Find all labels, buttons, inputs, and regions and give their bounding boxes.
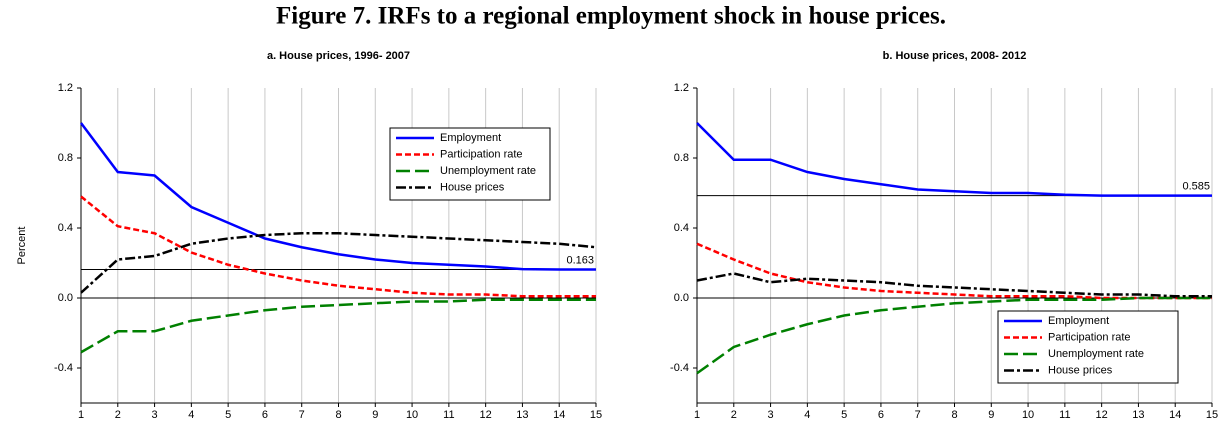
- series-line: [80, 232, 597, 294]
- x-tick-label: 12: [480, 409, 492, 421]
- legend-label: House prices: [1048, 364, 1113, 376]
- x-tick-label: 5: [841, 409, 847, 421]
- y-tick-label: 0.4: [674, 222, 689, 234]
- x-tick-label: 12: [1096, 409, 1108, 421]
- x-tick-label: 9: [372, 409, 378, 421]
- y-tick-label: 0.8: [58, 152, 73, 164]
- x-tick-label: 7: [915, 409, 921, 421]
- x-tick-label: 3: [152, 409, 158, 421]
- legend-label: House prices: [440, 181, 505, 193]
- series-line: [696, 122, 1212, 197]
- x-tick-label: 10: [406, 409, 418, 421]
- x-tick-label: 6: [878, 409, 884, 421]
- x-tick-label: 1: [694, 409, 700, 421]
- x-tick-label: 14: [1169, 409, 1181, 421]
- y-axis-label: Percent: [16, 227, 28, 265]
- chart-subtitle: b. House prices, 2008- 2012: [883, 50, 1027, 62]
- y-tick-label: -0.4: [54, 362, 73, 374]
- series-line: [80, 298, 596, 354]
- x-tick-label: 15: [1206, 409, 1218, 421]
- x-tick-label: 11: [443, 409, 454, 421]
- x-tick-label: 4: [804, 409, 810, 421]
- legend-label: Employment: [1048, 315, 1109, 327]
- x-tick-label: 8: [335, 409, 341, 421]
- x-tick-label: 5: [225, 409, 231, 421]
- x-tick-label: 14: [553, 409, 565, 421]
- x-tick-label: 8: [951, 409, 957, 421]
- x-tick-label: 11: [1059, 409, 1070, 421]
- series-line: [696, 296, 1212, 375]
- series-line: [80, 122, 596, 271]
- reference-label: 0.163: [566, 254, 594, 266]
- x-tick-label: 15: [590, 409, 602, 421]
- x-tick-label: 7: [299, 409, 305, 421]
- legend-label: Unemployment rate: [1048, 348, 1144, 360]
- y-tick-label: -0.4: [670, 362, 689, 374]
- y-tick-label: 1.2: [58, 82, 73, 94]
- x-tick-label: 6: [262, 409, 268, 421]
- y-tick-label: 0.8: [674, 152, 689, 164]
- y-tick-label: 0.4: [58, 222, 73, 234]
- legend-label: Participation rate: [440, 148, 523, 160]
- x-tick-label: 10: [1022, 409, 1034, 421]
- x-tick-label: 1: [78, 409, 84, 421]
- reference-label: 0.585: [1182, 181, 1210, 193]
- x-tick-label: 2: [115, 409, 121, 421]
- chart-subtitle: a. House prices, 1996- 2007: [267, 50, 410, 62]
- x-tick-label: 13: [516, 409, 528, 421]
- x-tick-label: 4: [188, 409, 194, 421]
- x-tick-label: 9: [988, 409, 994, 421]
- y-tick-label: 0.0: [674, 292, 689, 304]
- y-tick-label: 0.0: [58, 292, 73, 304]
- legend-label: Unemployment rate: [440, 165, 536, 177]
- series-line: [696, 272, 1212, 298]
- legend-label: Participation rate: [1048, 331, 1131, 343]
- x-tick-label: 3: [768, 409, 774, 421]
- x-tick-label: 2: [731, 409, 737, 421]
- figure-title: Figure 7. IRFs to a regional employment …: [276, 3, 946, 30]
- y-tick-label: 1.2: [674, 82, 689, 94]
- x-tick-label: 13: [1132, 409, 1144, 421]
- legend-label: Employment: [440, 132, 501, 144]
